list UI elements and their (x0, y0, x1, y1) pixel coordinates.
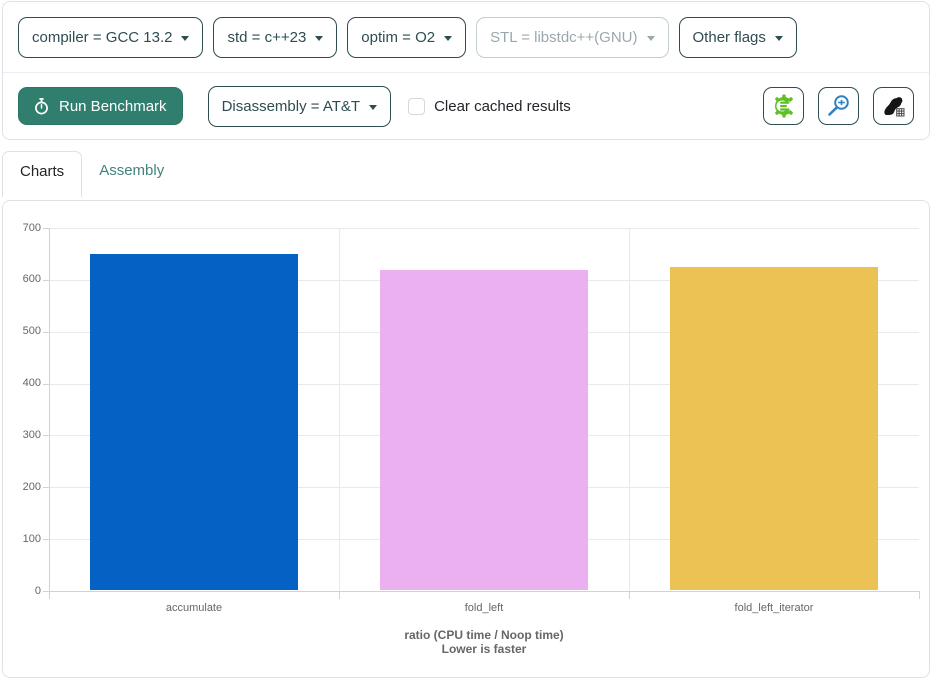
chart-card: 0 100 200 300 400 500 600 700 accumulate fold_lef… (2, 200, 930, 678)
y-tick-label: 300 (22, 428, 41, 441)
stl-dropdown-label: STL = libstdc++(GNU) (490, 28, 638, 46)
benchmark-bar-chart: 0 100 200 300 400 500 600 700 accumulate fold_lef… (3, 201, 929, 677)
y-tick-label: 100 (22, 532, 41, 545)
y-tick-label: 500 (22, 325, 41, 338)
x-axis-tick (629, 591, 630, 599)
magnifier-icon (826, 93, 852, 119)
y-axis-line (49, 228, 50, 599)
other-flags-dropdown[interactable]: Other flags (678, 16, 797, 58)
y-axis-tick (43, 539, 49, 541)
y-axis-tick (43, 331, 49, 333)
y-gridline (49, 228, 919, 229)
other-flags-dropdown-label: Other flags (692, 28, 766, 46)
github-project-button[interactable] (873, 87, 914, 125)
clear-cache-group: Clear cached results (408, 97, 571, 115)
y-tick-label: 600 (22, 273, 41, 286)
disassembly-dropdown[interactable]: Disassembly = AT&T (207, 85, 392, 127)
caret-down-icon (181, 35, 190, 41)
x-tick-label: fold_left_iterator (734, 602, 814, 614)
run-benchmark-label: Run Benchmark (59, 97, 167, 115)
caret-down-icon (774, 35, 783, 41)
std-dropdown[interactable]: std = c++23 (213, 16, 338, 58)
tab-assembly[interactable]: Assembly (99, 162, 165, 179)
y-axis-tick (43, 591, 49, 592)
config-toolbar: compiler = GCC 13.2 std = c++23 optim = … (3, 2, 929, 73)
y-tick-label: 700 (22, 221, 41, 234)
compiler-dropdown[interactable]: compiler = GCC 13.2 (18, 16, 204, 58)
y-tick-label: 200 (22, 480, 41, 493)
disassembly-dropdown-label: Disassembly = AT&T (221, 97, 361, 115)
compiler-explorer-button[interactable] (763, 87, 804, 125)
std-dropdown-label: std = c++23 (227, 28, 307, 46)
caret-down-icon (315, 35, 324, 41)
x-axis-tick (339, 591, 340, 599)
x-tick-label: accumulate (165, 602, 223, 614)
run-benchmark-button[interactable]: Run Benchmark (18, 87, 183, 125)
cpp-insights-button[interactable] (818, 87, 859, 125)
compiler-explorer-gear-icon (771, 93, 797, 119)
y-axis-tick (43, 383, 49, 385)
x-gridline (629, 228, 630, 591)
stopwatch-icon (34, 97, 49, 115)
y-tick-label: 0 (34, 584, 41, 597)
monkey-icon (881, 93, 907, 119)
y-axis-tick (43, 435, 49, 437)
chart-subtitle: Lower is faster (441, 642, 527, 656)
bar-accumulate[interactable] (90, 253, 298, 590)
x-gridline (339, 228, 340, 591)
y-tick-label: 400 (22, 377, 41, 390)
clear-cache-label: Clear cached results (434, 97, 571, 115)
tab-charts[interactable]: Charts (2, 151, 83, 197)
action-toolbar: Run Benchmark Disassembly = AT&T Clear c… (3, 73, 929, 139)
bar-fold_left[interactable] (380, 270, 588, 590)
stl-dropdown: STL = libstdc++(GNU) (476, 16, 669, 58)
caret-down-icon (369, 104, 378, 110)
caret-down-icon (646, 35, 655, 41)
y-axis-tick (43, 487, 49, 489)
x-axis-tick (919, 591, 920, 599)
y-axis-tick (43, 279, 49, 281)
caret-down-icon (444, 35, 453, 41)
toolbar-card: compiler = GCC 13.2 std = c++23 optim = … (2, 1, 930, 140)
optim-dropdown-label: optim = O2 (361, 28, 436, 46)
bar-fold_left_iterator[interactable] (670, 267, 878, 590)
x-axis-line (49, 591, 919, 592)
optim-dropdown[interactable]: optim = O2 (347, 16, 467, 58)
compiler-dropdown-label: compiler = GCC 13.2 (32, 28, 173, 46)
clear-cache-checkbox[interactable] (408, 97, 426, 115)
chart-title: ratio (CPU time / Noop time) (404, 628, 564, 642)
tab-bar: Charts Assembly (2, 151, 181, 197)
y-axis-tick (43, 228, 49, 229)
x-tick-label: fold_left (464, 602, 504, 614)
